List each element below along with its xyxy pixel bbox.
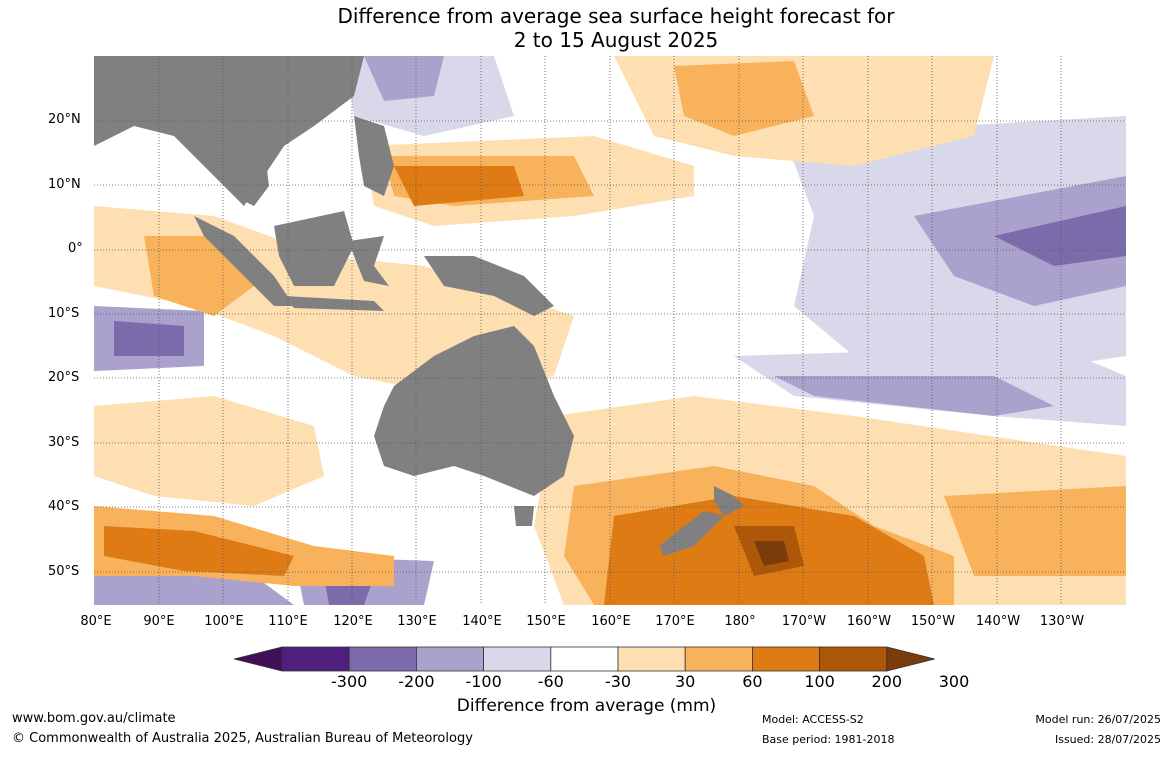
australia-land (374, 326, 574, 496)
colorbar-segment (819, 646, 888, 672)
colorbar-segment (483, 646, 552, 672)
new-zealand-north (714, 486, 744, 516)
lon-label-140w: 140°W (975, 614, 1021, 629)
colorbar-segment (348, 646, 417, 672)
colorbar-tick-label: -200 (398, 672, 435, 691)
lon-label-150w: 150°W (910, 614, 956, 629)
land-masses (94, 56, 744, 556)
sulawesi-land (349, 236, 389, 286)
lon-label-170w: 170°W (781, 614, 827, 629)
borneo-land (274, 211, 354, 286)
lon-label-80e: 80°E (80, 614, 112, 629)
colorbar-segment (752, 646, 821, 672)
lon-label-180: 180° (724, 614, 756, 629)
sea-surface-height-map (94, 56, 1126, 605)
map-title: Difference from average sea surface heig… (0, 4, 1173, 52)
copyright-text: © Commonwealth of Australia 2025, Austra… (12, 731, 473, 746)
lon-label-130w: 130°W (1039, 614, 1085, 629)
colorbar-tick-label: 60 (742, 672, 763, 691)
colorbar-tick-label: 100 (804, 672, 835, 691)
lat-label-0: 0° (68, 241, 83, 256)
colorbar-title: Difference from average (mm) (456, 696, 717, 716)
colorbar-tick-label: -60 (537, 672, 564, 691)
lat-label-20s: 20°S (48, 370, 80, 385)
model-run-date: Model run: 26/07/2025 (1035, 713, 1161, 726)
colorbar-tick-label: 30 (675, 672, 696, 691)
title-line-2: 2 to 15 August 2025 (513, 28, 719, 52)
colorbar-segment (550, 646, 619, 672)
colorbar-segment (415, 646, 484, 672)
new-guinea-land (424, 256, 554, 316)
colorbar-segment (617, 646, 686, 672)
colorbar-tick-label: -100 (465, 672, 502, 691)
lon-label-100e: 100°E (204, 614, 244, 629)
colorbar-segment (684, 646, 753, 672)
philippines-land (354, 116, 394, 196)
lon-label-110e: 110°E (268, 614, 308, 629)
indochina-land (214, 146, 269, 206)
lon-label-140e: 140°E (462, 614, 502, 629)
model-name: Model: ACCESS-S2 (762, 713, 864, 726)
website-link[interactable]: www.bom.gov.au/climate (12, 711, 176, 726)
colorbar-under-arrow (234, 646, 283, 672)
base-period: Base period: 1981-2018 (762, 733, 895, 746)
colorbar-tick-label: -30 (604, 672, 632, 691)
colorbar-tick-label: 300 (938, 672, 970, 691)
colorbar (234, 646, 935, 672)
lon-label-130e: 130°E (397, 614, 437, 629)
lat-label-20n: 20°N (48, 112, 81, 127)
lon-label-160w: 160°W (846, 614, 892, 629)
lat-label-10s: 10°S (48, 306, 80, 321)
lat-label-30s: 30°S (48, 435, 80, 450)
colorbar-segment (281, 646, 350, 672)
java-land (284, 296, 384, 311)
asia-land (94, 56, 364, 206)
lat-label-50s: 50°S (48, 564, 80, 579)
lon-label-150e: 150°E (526, 614, 566, 629)
lat-label-40s: 40°S (48, 499, 80, 514)
lon-label-160e: 160°E (591, 614, 631, 629)
colorbar-tick-label: -300 (331, 672, 368, 691)
lat-label-10n: 10°N (48, 177, 81, 192)
colorbar-over-arrow (886, 646, 935, 672)
tasmania-land (514, 506, 534, 526)
lon-label-120e: 120°E (333, 614, 373, 629)
lon-label-170e: 170°E (655, 614, 695, 629)
issued-date: Issued: 28/07/2025 (1054, 733, 1161, 746)
colorbar-tick-label: 200 (871, 672, 903, 691)
title-line-1: Difference from average sea surface heig… (337, 4, 895, 28)
graticule (94, 56, 1126, 605)
map-canvas (94, 56, 1126, 605)
new-zealand-south (659, 511, 724, 556)
lon-label-90e: 90°E (143, 614, 175, 629)
sumatra-land (194, 216, 294, 306)
